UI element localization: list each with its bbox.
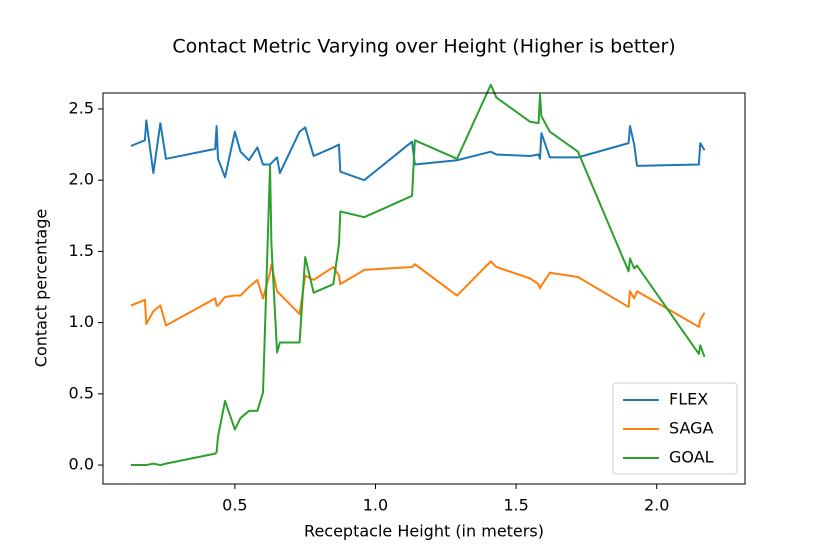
series-line [130, 119, 706, 182]
x-tick-label: 2.0 [644, 496, 669, 515]
legend-label: SAGA [669, 419, 714, 438]
y-tick-label: 0.0 [69, 455, 94, 474]
series-line [130, 260, 706, 328]
x-axis-label: Receptacle Height (in meters) [304, 522, 544, 541]
legend-label: GOAL [669, 448, 714, 467]
legend-box [612, 382, 738, 475]
series-line [130, 83, 706, 467]
x-tick-label: 1.5 [503, 496, 528, 515]
y-tick-label: 2.5 [69, 98, 94, 117]
x-tick-label: 0.5 [222, 496, 247, 515]
y-tick-label: 1.5 [69, 241, 94, 260]
legend-label: FLEX [669, 390, 708, 409]
y-tick-label: 0.5 [69, 383, 94, 402]
y-tick-label: 1.0 [69, 312, 94, 331]
y-axis-label: Contact percentage [32, 209, 51, 367]
y-tick-label: 2.0 [69, 170, 94, 189]
x-tick-label: 1.0 [363, 496, 388, 515]
chart-title: Contact Metric Varying over Height (High… [172, 36, 675, 58]
plot-frame [102, 92, 746, 485]
